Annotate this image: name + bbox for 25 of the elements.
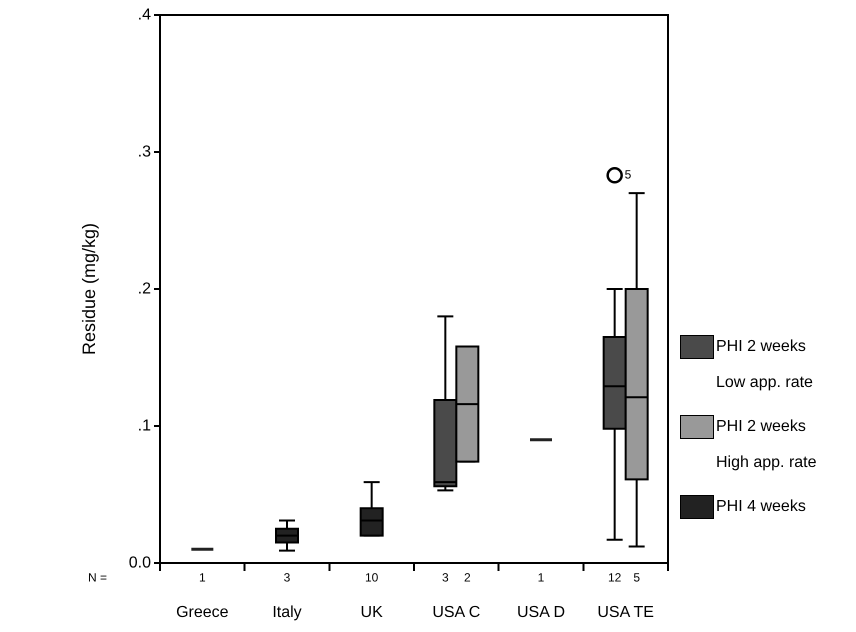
text: 2 bbox=[464, 570, 471, 584]
x-tick-label: Greece bbox=[176, 604, 229, 622]
annotation: 5 bbox=[624, 168, 632, 182]
y-tick-label: .2 bbox=[138, 280, 152, 298]
legend-label: PHI 4 weeks bbox=[716, 497, 806, 517]
text: 10 bbox=[364, 570, 379, 584]
x-tick-label: USA C bbox=[432, 604, 480, 622]
text: 3 bbox=[284, 570, 291, 584]
text: 1 bbox=[198, 570, 206, 584]
x-tick-label: UK bbox=[360, 604, 384, 622]
x-tick-label: USA D bbox=[516, 604, 566, 622]
y-tick-label: 0.0 bbox=[128, 554, 152, 572]
text: 12 bbox=[608, 570, 622, 584]
text: 3 bbox=[442, 570, 449, 584]
y-tick-label: .4 bbox=[138, 6, 152, 24]
x-tick-label: Italy bbox=[272, 604, 302, 622]
y-tick-label: .1 bbox=[138, 417, 152, 434]
legend-label: PHI 2 weeks High app. rate bbox=[716, 417, 817, 473]
y-axis-title: Residue (mg/kg) bbox=[78, 222, 99, 356]
text: N = bbox=[88, 570, 108, 584]
x-tick-label: USA TE bbox=[597, 604, 654, 622]
y-tick-label: .3 bbox=[138, 143, 152, 160]
text: 1 bbox=[538, 570, 545, 584]
legend-label: PHI 2 weeks Low app. rate bbox=[716, 337, 813, 393]
text: 5 bbox=[633, 570, 640, 584]
